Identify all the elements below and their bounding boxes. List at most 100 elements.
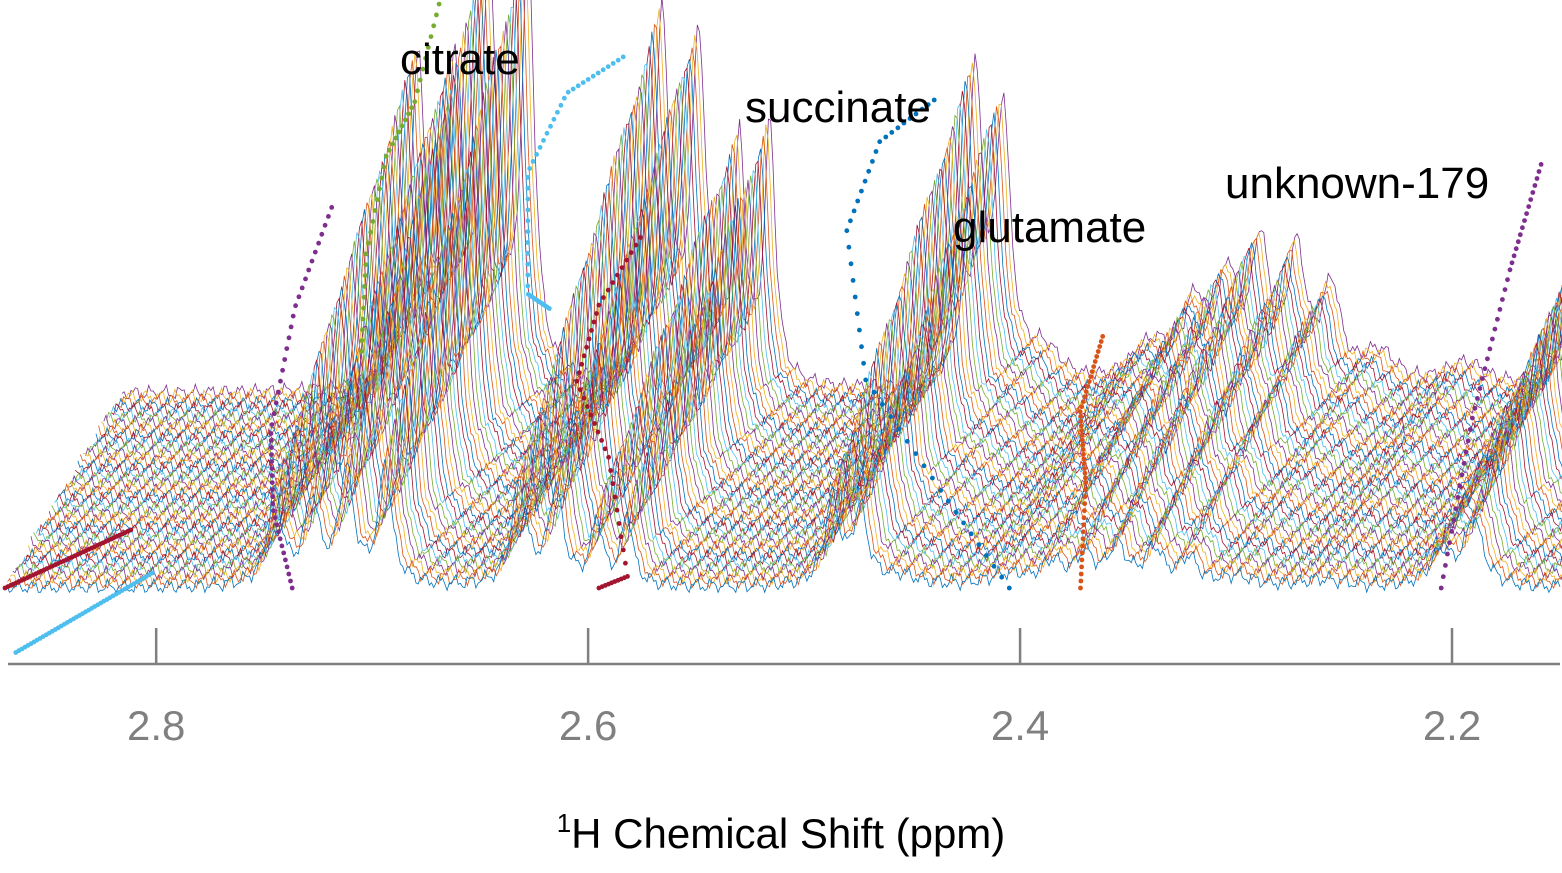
tracked-peak-point (383, 153, 389, 159)
tracked-peak-point (1079, 564, 1084, 570)
tracked-peak-point (284, 564, 290, 570)
tracked-peak-point (1078, 571, 1084, 577)
tracked-peak-point (1086, 379, 1092, 384)
tracked-peak-point (595, 429, 601, 435)
tracked-peak-point (1511, 253, 1517, 259)
spectrum-trace (85, 92, 1562, 461)
tracked-peak-point (1077, 409, 1083, 415)
tracked-peak-point (1477, 386, 1483, 391)
tracked-peak-point (610, 280, 616, 285)
tracked-peak-point (1078, 414, 1083, 419)
tracked-peak-point (968, 531, 974, 537)
tracked-peak-point (1082, 494, 1088, 500)
tracked-peak-point (585, 404, 590, 409)
tracked-peak-point (361, 305, 366, 311)
tracked-peak-point (1482, 366, 1488, 372)
tracked-peak-point (359, 338, 365, 344)
tracked-peak-point (888, 414, 894, 420)
tracked-peak-point (855, 198, 861, 204)
tracked-peak-point (525, 207, 531, 213)
tracked-peak-point (1080, 442, 1086, 448)
tracked-peak-point (1097, 344, 1103, 349)
tracked-peak-point (1078, 578, 1084, 584)
tracked-peak-point (534, 152, 539, 157)
peak-label-glutamate: glutamate (953, 203, 1146, 252)
tracked-peak-point (584, 344, 589, 350)
tracked-peak-point (361, 294, 367, 300)
spectrum-trace (22, 376, 1562, 564)
tracked-peak-point (575, 83, 581, 89)
tracked-peak-point (150, 570, 155, 576)
tracked-peak-point (1505, 277, 1510, 283)
tracked-peak-point (859, 188, 864, 194)
tracked-peak-point (270, 494, 275, 500)
tracked-peak-point (1081, 456, 1087, 462)
tracked-peak-point (628, 250, 634, 256)
tracked-peak-point (1080, 529, 1086, 535)
tracked-peak-point (576, 370, 582, 376)
tracked-peak-point (913, 451, 919, 456)
tracked-peak-point (1088, 374, 1094, 379)
tracked-peak-point (1082, 466, 1087, 471)
tracked-peak-point (271, 411, 277, 417)
tracked-peak-point (901, 120, 907, 126)
tracked-peak-point (1085, 384, 1091, 389)
tracked-peak-point (283, 557, 288, 563)
tracked-peak-point (406, 111, 411, 117)
tracked-peak-point (1451, 517, 1457, 523)
tracked-peak-point (396, 129, 402, 135)
tracked-peak-point (1447, 540, 1452, 546)
tracked-peak-point (945, 498, 951, 504)
tracked-peak-point (921, 463, 927, 469)
tracked-peak-point (618, 534, 624, 540)
tracked-peak-point (372, 208, 378, 213)
tracked-peak-point (530, 159, 536, 164)
tracked-peak-point (904, 438, 910, 444)
tracked-peak-point (1490, 336, 1495, 342)
tracked-peak-point (273, 400, 279, 406)
tracked-peak-point (1438, 585, 1444, 591)
tracked-peak-point (1092, 359, 1098, 364)
tracked-peak-point (1081, 522, 1087, 528)
tracked-peak-point (588, 412, 594, 418)
tracked-peak-point (525, 291, 531, 297)
tracked-peak-point (1083, 475, 1088, 481)
tracked-peak-point (296, 294, 302, 300)
peak-label-citrate: citrate (400, 35, 520, 84)
tracked-peak-point (434, 12, 439, 18)
tracked-peak-point (286, 571, 292, 577)
tracked-peak-point (393, 135, 399, 141)
spectra-traces (4, 0, 1562, 594)
tracked-peak-point (368, 229, 374, 235)
tracked-peak-point (525, 240, 531, 245)
tracked-peak-point (1006, 585, 1012, 591)
tracked-peak-point (848, 261, 854, 267)
tracked-peak-point (866, 168, 872, 174)
tracked-peak-point (1083, 389, 1089, 394)
tracked-peak-point (312, 249, 318, 255)
tracked-peak-point (614, 507, 620, 513)
tracked-peak-point (360, 316, 366, 322)
tracked-peak-point (580, 80, 586, 85)
tracked-peak-point (281, 550, 287, 556)
tracked-peak-point (953, 509, 959, 515)
tracked-peak-point (846, 244, 852, 250)
tracked-peak-point (913, 111, 919, 117)
tracked-peak-point (363, 251, 369, 257)
tracked-peak-point (289, 585, 295, 591)
tracked-peak-point (1098, 339, 1104, 344)
tracked-peak-point (624, 257, 629, 263)
tracked-peak-point (1532, 183, 1538, 188)
tracked-peak-point (1080, 447, 1086, 452)
tracked-peak-point (633, 242, 639, 248)
x-tick-label: 2.8 (127, 702, 185, 749)
tracked-peak-point (1082, 470, 1088, 476)
tracked-peak-point (605, 64, 611, 69)
tracked-peak-point (1520, 225, 1525, 231)
tracked-peak-point (1467, 427, 1473, 432)
tracked-peak-point (615, 57, 621, 63)
tracked-peak-point (605, 287, 611, 293)
tracked-peak-point (390, 141, 395, 147)
tracked-peak-point (428, 34, 434, 39)
